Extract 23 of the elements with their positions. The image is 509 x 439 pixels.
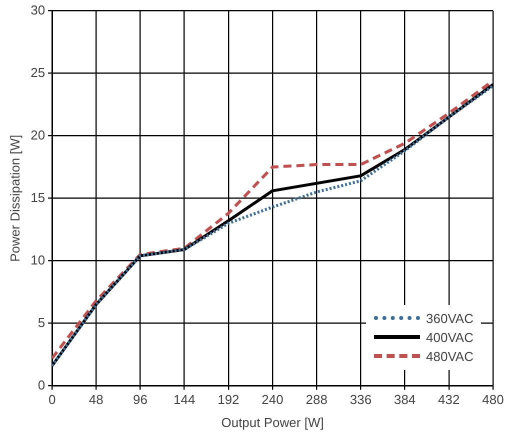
x-tick-label: 288 [306, 392, 328, 408]
x-tick-label: 48 [88, 392, 104, 408]
x-tick-label: 144 [173, 392, 196, 408]
legend-label: 360VAC [426, 310, 474, 326]
x-tick-label: 480 [482, 392, 504, 408]
x-axis-title: Output Power [W] [221, 414, 324, 430]
x-tick-label: 240 [262, 392, 284, 408]
x-tick-label: 336 [350, 392, 372, 408]
legend-label: 480VAC [426, 348, 474, 364]
y-tick-label: 15 [30, 190, 46, 205]
x-tick-label: 0 [48, 392, 56, 408]
y-tick-label: 25 [30, 64, 46, 80]
legend-label: 400VAC [426, 330, 474, 345]
x-tick-label: 384 [394, 392, 416, 408]
y-axis-title: Power Dissipation [W] [7, 134, 22, 262]
y-tick-label: 10 [30, 252, 46, 268]
y-tick-label: 20 [30, 127, 46, 142]
x-tick-label: 192 [218, 392, 240, 408]
y-tick-label: 5 [38, 314, 46, 330]
x-tick-label: 96 [133, 392, 148, 408]
y-tick-label: 0 [38, 377, 46, 392]
y-tick-label: 30 [30, 2, 46, 18]
x-tick-label: 432 [438, 392, 460, 408]
